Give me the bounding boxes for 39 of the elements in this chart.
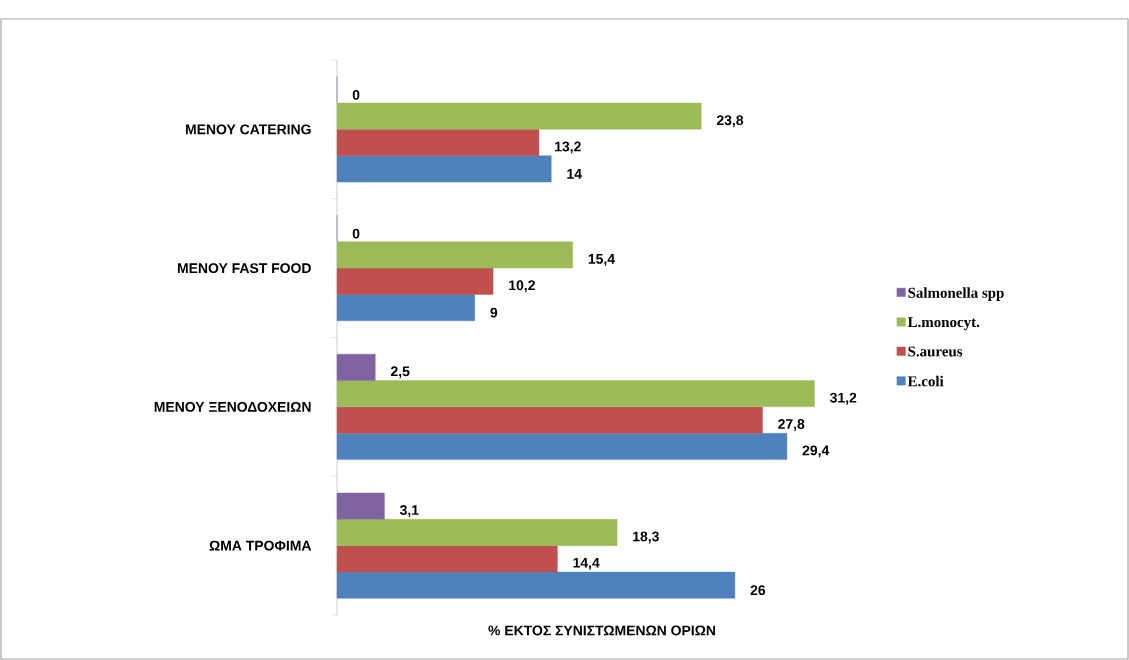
legend-label: L.monocyt. [907, 317, 980, 331]
y-tick-label: ΜΕΝΟΥ ΞΕΝΟΔΟΧΕΙΩΝ [154, 401, 311, 412]
bar [336, 433, 788, 460]
bar [336, 380, 815, 408]
data-label: 2,5 [390, 366, 410, 379]
data-label: 26 [750, 585, 766, 596]
data-label: 29,4 [802, 445, 830, 458]
bar [336, 519, 618, 546]
bar [336, 294, 475, 322]
bar [336, 241, 573, 269]
bar [336, 545, 558, 573]
legend-label: Salmonella spp [908, 287, 1004, 301]
bar [336, 571, 736, 599]
data-label: 0 [352, 228, 360, 239]
data-label: 0 [352, 89, 360, 100]
data-label: 10,2 [509, 280, 535, 293]
data-label: 27,8 [778, 419, 805, 431]
data-label: 14 [567, 169, 582, 179]
data-label: 9 [490, 307, 498, 318]
bar [336, 406, 763, 434]
data-label: 15,4 [588, 254, 615, 266]
y-tick-label: ΜΕΝΟΥ FAST FOOD [177, 263, 311, 274]
data-label: 13,2 [555, 141, 581, 154]
data-label: 3,1 [399, 505, 419, 518]
data-label: 14,4 [573, 557, 600, 570]
y-tick-label: ΜΕΝΟΥ CATERING [185, 124, 311, 135]
bar [336, 102, 702, 130]
legend-label: S.aureus [908, 346, 963, 357]
bar [336, 155, 552, 183]
data-label: 31,2 [829, 392, 857, 405]
bar [336, 267, 494, 295]
legend-label: E.coli [907, 375, 944, 387]
data-label: 23,8 [716, 115, 744, 128]
data-label: 18,3 [633, 531, 659, 544]
y-tick-label: ΩΜΑ ΤΡΟΦΙΜΑ [209, 540, 312, 551]
x-axis-title: % ΕΚΤΟΣ ΣΥΝΙΣΤΩΜΕΝΩΝ ΟΡΙΩΝ [488, 625, 716, 636]
bar [336, 492, 385, 520]
bar [336, 353, 376, 381]
bar [336, 129, 540, 156]
